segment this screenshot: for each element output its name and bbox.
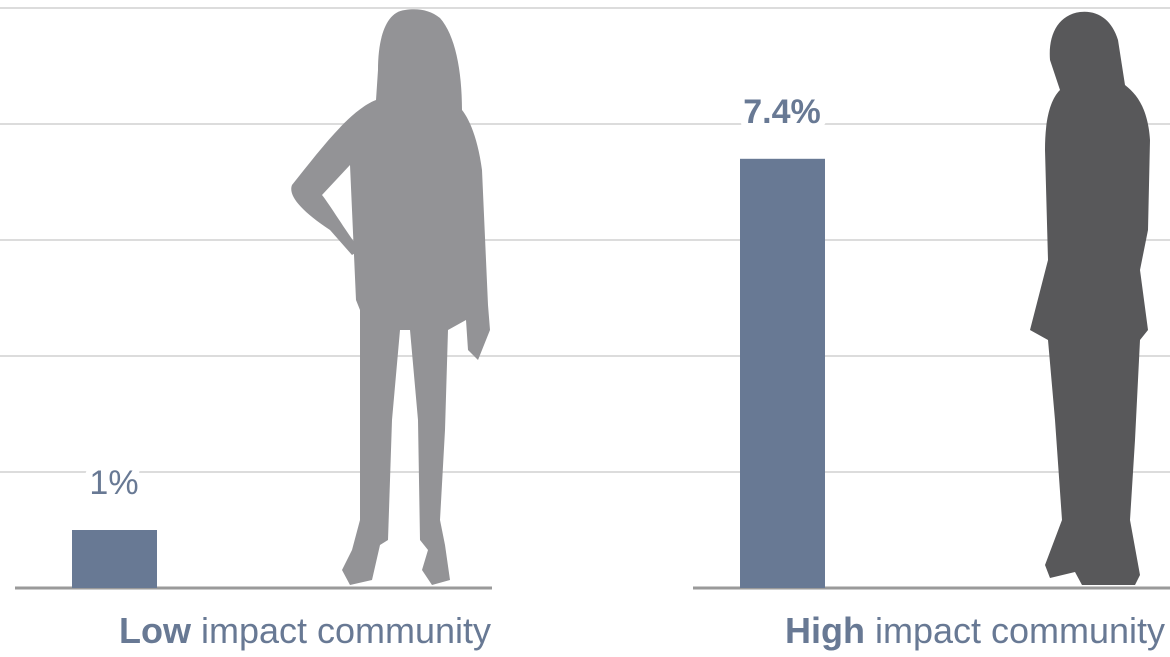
grid <box>0 7 1170 473</box>
silhouette-high <box>1030 11 1150 585</box>
category-label: Low impact community <box>119 610 491 651</box>
value-label: 1% <box>89 464 138 502</box>
bar <box>740 158 825 589</box>
category-label: High impact community <box>785 610 1165 651</box>
value-label: 7.4% <box>743 93 821 131</box>
silhouette-low <box>291 9 490 586</box>
bar <box>72 530 157 588</box>
